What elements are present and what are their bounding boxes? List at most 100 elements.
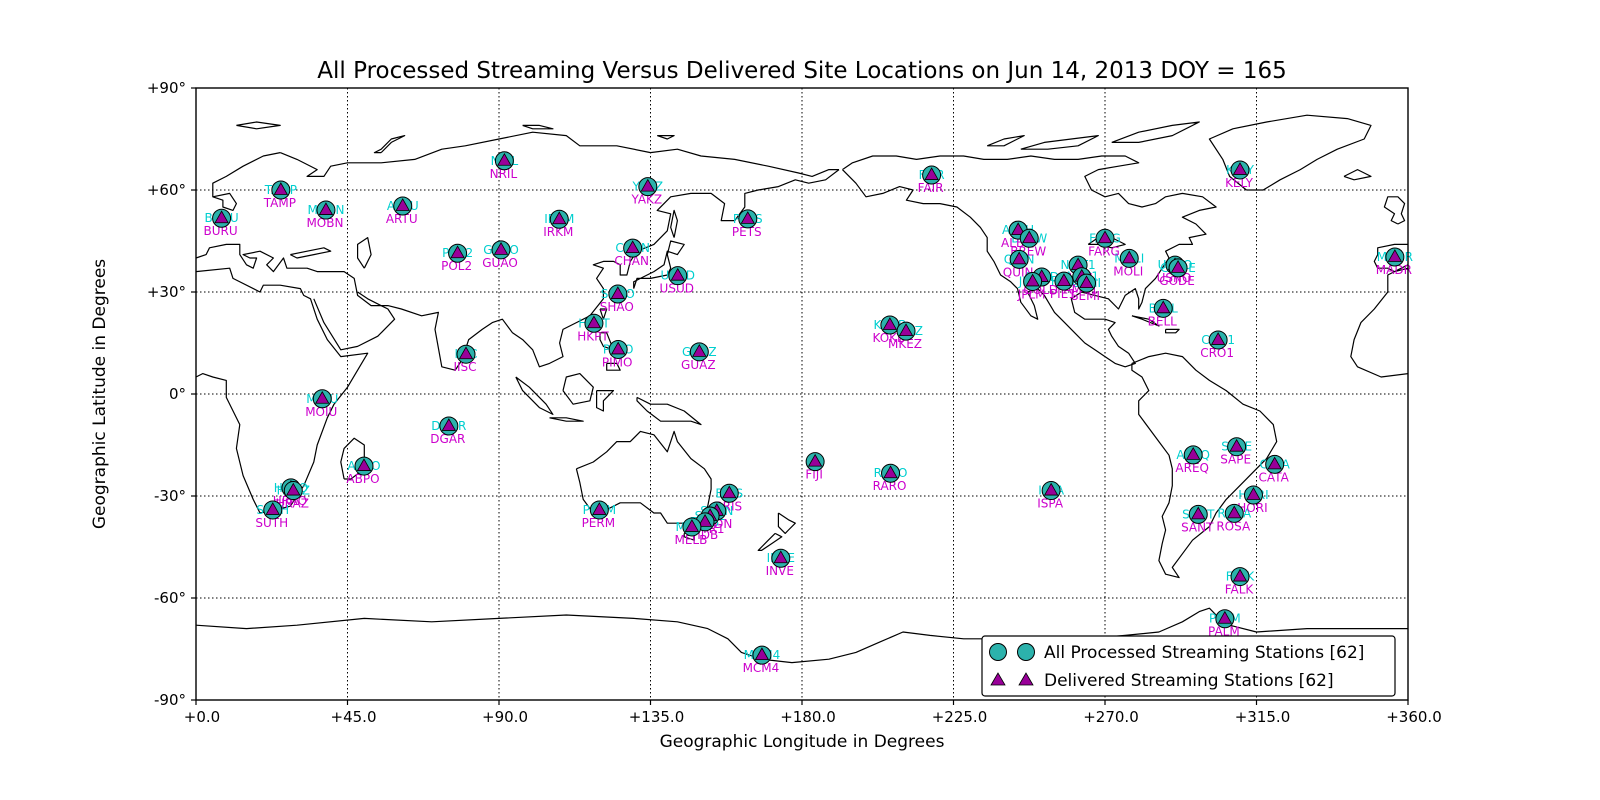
station-label-magenta: RARO: [873, 479, 907, 493]
coastline-path: [1131, 315, 1160, 327]
station-marker-triangle: [1056, 273, 1072, 287]
station-marker-triangle: [1025, 273, 1040, 287]
station-marker-triangle: [315, 390, 330, 404]
station-label-magenta: SAPE: [1220, 453, 1251, 467]
station-label-magenta: MELB: [674, 533, 707, 547]
tick-label-x: +135.0: [629, 708, 685, 726]
tick-label-x: +45.0: [331, 708, 377, 726]
coastline-path: [522, 124, 554, 130]
station-label-magenta: MOLI: [1113, 264, 1143, 278]
station-marker-triangle: [773, 550, 788, 564]
coastline-path: [1165, 328, 1180, 334]
coastline-path: [236, 121, 281, 130]
legend-marker-triangle: [990, 672, 1006, 686]
coastline-path: [195, 267, 369, 514]
station-marker-triangle: [670, 267, 685, 281]
coastline-path: [212, 152, 281, 211]
tick-label-y: -30°: [154, 487, 186, 505]
station-label-magenta: KOKB: [872, 331, 905, 345]
station-marker-triangle: [898, 323, 914, 336]
coastline-path: [1343, 169, 1372, 181]
station-label-magenta: PETS: [732, 225, 762, 239]
station-label-magenta: MOIU: [305, 405, 337, 419]
coastline-path: [195, 169, 840, 371]
station-marker-triangle: [1079, 275, 1094, 289]
station-label-magenta: CRO1: [1200, 346, 1234, 360]
station-marker-triangle: [318, 202, 334, 215]
coastline-path: [340, 437, 365, 480]
station-marker-triangle: [1267, 456, 1282, 470]
station-marker-triangle: [586, 315, 602, 329]
station-marker-triangle: [1122, 250, 1137, 264]
station-marker-triangle: [684, 519, 700, 532]
station-marker-triangle: [1232, 162, 1248, 175]
tick-label-y: +60°: [147, 181, 186, 199]
coastline-path: [1350, 267, 1409, 378]
coastline-path: [599, 332, 615, 351]
station-label-magenta: DGAR: [430, 432, 465, 446]
legend-box: [981, 635, 1396, 697]
station-label-magenta: GUAZ: [681, 358, 716, 372]
x-axis-label: Geographic Longitude in Degrees: [659, 732, 945, 752]
coastline-path: [373, 135, 406, 154]
station-marker-triangle: [395, 198, 410, 211]
legend-label: Delivered Streaming Stations [62]: [1044, 671, 1334, 691]
coastline-path: [1383, 196, 1406, 225]
coastline-path: [279, 131, 839, 177]
coastline-path: [636, 396, 702, 426]
station-marker-triangle: [692, 344, 707, 357]
coastline-path: [1208, 114, 1372, 191]
station-label-magenta: ROSA: [1216, 519, 1251, 533]
plot-title: All Processed Streaming Versus Delivered…: [317, 58, 1287, 84]
station-marker-triangle: [1191, 506, 1206, 520]
station-marker-triangle: [1227, 505, 1242, 519]
coastline-path: [562, 373, 594, 405]
coastline-path: [596, 390, 615, 412]
station-marker-triangle: [273, 182, 289, 195]
legend-marker-circle: [1017, 643, 1035, 661]
coastline-path: [606, 362, 621, 371]
coastline-path: [599, 308, 608, 320]
station-label-magenta: SHAO: [600, 300, 634, 314]
tick-label-y: -90°: [154, 691, 186, 709]
coastline-path: [290, 247, 332, 259]
tick-label-x: +90.0: [482, 708, 528, 726]
station-marker-triangle: [722, 485, 737, 499]
station-marker-triangle: [1387, 249, 1403, 262]
legend-label: All Processed Streaming Stations [62]: [1044, 643, 1364, 663]
station-label-magenta: MADR: [1376, 263, 1412, 277]
station-marker-triangle: [1156, 300, 1171, 314]
station-label-magenta: SEMI: [1071, 289, 1100, 303]
station-label-magenta: GODE: [1159, 274, 1195, 288]
station-marker-triangle: [1210, 332, 1226, 345]
station-marker-triangle: [1011, 251, 1027, 265]
station-label-magenta: BELL: [1148, 314, 1178, 328]
tick-label-y: 0°: [169, 385, 186, 403]
station-label-magenta: PALM: [1208, 625, 1240, 639]
station-label-magenta: GUAO: [482, 256, 518, 270]
station-label-magenta: JPLM: [1017, 287, 1046, 301]
station-marker-triangle: [610, 286, 626, 299]
station-marker-triangle: [924, 167, 939, 180]
station-label-magenta: MKEZ: [888, 337, 922, 351]
station-marker-triangle: [1186, 447, 1201, 460]
station-marker-triangle: [610, 341, 626, 355]
station-label-magenta: YAKZ: [630, 193, 662, 207]
coastline-path: [313, 291, 396, 351]
station-label-magenta: INVE: [766, 564, 794, 578]
coastline-path: [670, 209, 678, 238]
station-marker-triangle: [883, 465, 898, 479]
station-marker-triangle: [1232, 568, 1248, 582]
station-marker-triangle: [493, 242, 509, 255]
station-marker-triangle: [1229, 438, 1244, 452]
station-marker-triangle: [625, 240, 640, 254]
station-label-magenta: IISC: [453, 360, 476, 374]
station-label-magenta: PIE1: [1050, 287, 1076, 301]
station-marker-triangle: [807, 453, 823, 467]
tick-label-x: +315.0: [1235, 708, 1291, 726]
station-label-magenta: AREQ: [1175, 461, 1209, 475]
coastline-path: [841, 155, 1217, 368]
station-label-magenta: KELY: [1225, 176, 1254, 190]
